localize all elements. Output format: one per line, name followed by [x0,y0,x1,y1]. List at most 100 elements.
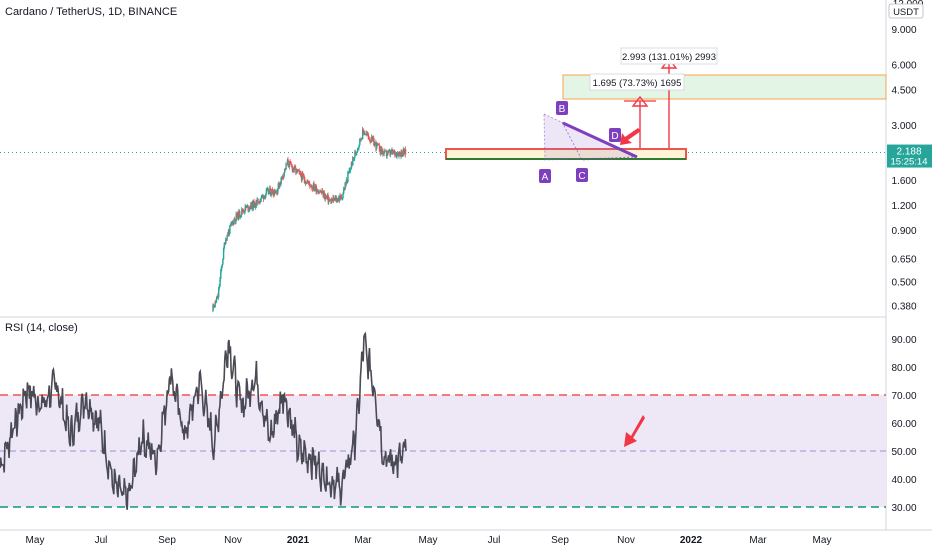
candle-body [264,195,266,198]
candle-body [338,197,341,201]
candle-body [324,192,326,199]
candle-body [314,188,316,190]
candle-body [335,198,338,202]
candle-body [250,202,252,209]
candle-body [396,155,398,157]
candle-body [258,202,260,204]
target-2-label-box [620,47,718,65]
candle-body [371,136,373,142]
candle-body [242,211,244,212]
candle-body [307,181,310,182]
candle-body [401,150,403,157]
price-tick-label: 1.600 [891,176,916,187]
candle-body [365,133,367,135]
candle-body [234,219,237,222]
candle-body [382,150,384,155]
candle-body [284,168,286,173]
candle-body [319,191,321,193]
candle-body [246,205,249,207]
candle-body [291,165,294,171]
candle-body [359,138,361,146]
candle-body [383,150,386,154]
candle-body [355,152,358,155]
candle-body [399,153,402,157]
candle-body [286,159,289,165]
candle-body [222,248,225,260]
candle-body [280,177,282,185]
candle-body [314,185,317,189]
rsi-line [0,331,407,510]
candle-body [376,142,379,145]
candle-body [387,151,390,153]
candle-body [323,192,325,197]
candle-body [340,195,343,199]
candle-body [236,213,238,218]
candle-body [380,146,383,153]
x-tick-label: Sep [551,535,569,546]
candle-body [268,191,270,194]
candle-body [266,189,268,191]
candle-body [317,190,319,192]
candle-body [321,190,324,194]
candle-body [243,211,246,213]
candle-body [319,190,322,193]
candle-body [345,183,347,185]
x-tick-label: May [26,535,45,546]
candle-body [301,173,303,181]
candle-body [335,197,337,202]
candle-body [237,211,240,219]
candle-body [251,201,254,210]
candle-body [235,213,237,222]
candle-body [239,210,241,217]
candle-body [331,199,334,202]
candle-body [357,147,360,149]
rsi-title: RSI (14, close) [5,322,78,334]
candle-body [387,151,389,155]
candle-body [248,207,251,210]
candle-body [379,151,381,154]
candle-body [227,234,229,236]
candle-body [352,157,355,159]
candle-body [269,188,271,192]
candle-body [395,152,397,155]
candle-body [352,157,354,166]
x-tick-label: Jul [95,535,108,546]
candle-body [338,197,340,201]
price-tick-label: 0.380 [891,301,916,312]
candle-body [331,199,333,204]
candle-body [231,222,233,224]
candle-body [364,134,367,135]
candle-body [311,186,313,188]
candle-body [274,192,277,194]
candle-body [364,134,366,135]
candle-body [238,210,240,219]
candle-body [343,189,345,194]
point-badge-c [576,168,588,182]
candle-body [253,201,256,203]
candle-body [341,198,344,200]
candle-body [279,183,282,185]
candle-body [353,157,355,159]
currency-unit: USDT [893,7,919,18]
candle-body [213,304,215,308]
candle-body [257,198,259,203]
candle-body [344,183,346,190]
candle-body [298,170,300,172]
point-label-c: C [578,171,585,182]
candle-body [298,170,301,172]
candle-body [221,264,223,268]
candle-body [243,211,245,213]
candle-body [217,295,219,298]
candle-body [265,189,268,195]
candle-body [398,151,400,157]
rsi-tick-label: 90.00 [891,335,916,346]
candle-body [363,130,365,135]
point-badge-a [539,169,551,183]
candle-body [297,169,299,172]
candle-body [366,133,369,135]
candle-body [373,142,376,146]
candle-body [255,200,258,206]
candle-body [215,298,218,303]
point-label-b: B [559,104,566,115]
